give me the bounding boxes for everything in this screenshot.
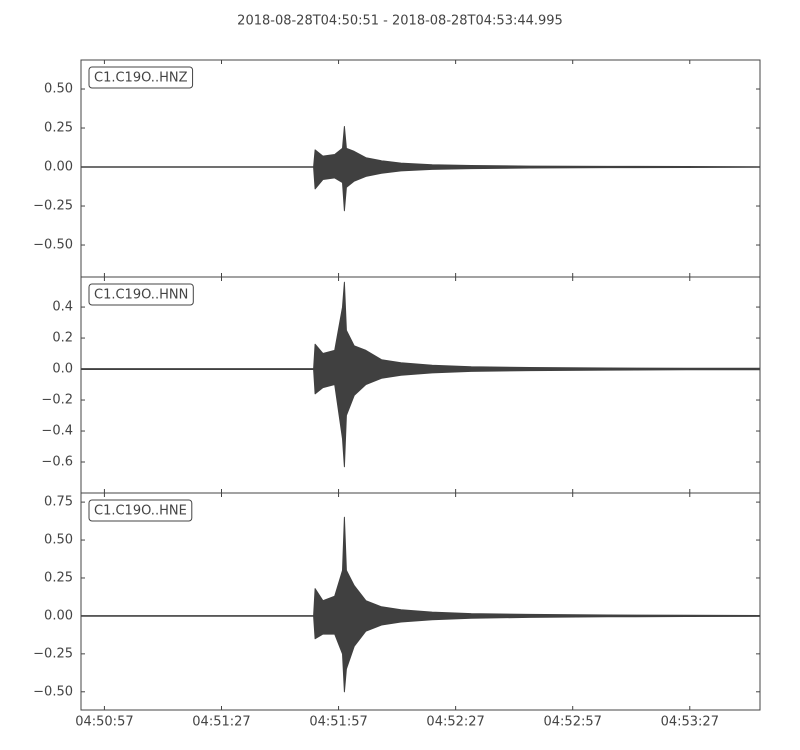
x-tick-label: 04:50:57 — [75, 715, 133, 730]
y-tick-label: 0.4 — [52, 300, 73, 315]
panel-frame — [80, 492, 761, 711]
x-tick-label: 04:52:27 — [426, 715, 484, 730]
y-tick-label: 0.00 — [44, 608, 73, 623]
y-tick-label: 0.2 — [52, 331, 73, 346]
trace-label: C1.C19O..HNN — [94, 288, 188, 303]
y-tick-label: 0.00 — [44, 160, 73, 175]
y-tick-label: −0.25 — [33, 646, 73, 661]
y-tick-label: 0.0 — [52, 362, 73, 377]
y-tick-label: −0.6 — [41, 455, 73, 470]
y-tick-label: −0.50 — [33, 238, 73, 253]
y-tick-label: 0.50 — [44, 82, 73, 97]
x-tick-label: 04:51:27 — [192, 715, 250, 730]
trace-label-box — [88, 499, 193, 522]
y-tick-label: 0.50 — [44, 533, 73, 548]
x-tick-label: 04:53:27 — [661, 715, 719, 730]
trace-label: C1.C19O..HNE — [94, 504, 187, 519]
y-tick-label: 0.25 — [44, 121, 73, 136]
trace-label-box — [88, 283, 194, 306]
y-tick-label: −0.25 — [33, 199, 73, 214]
y-tick-label: −0.50 — [33, 684, 73, 699]
x-tick-label: 04:52:57 — [544, 715, 602, 730]
trace-label: C1.C19O..HNZ — [94, 71, 188, 86]
y-tick-label: 0.25 — [44, 570, 73, 585]
y-tick-label: −0.4 — [41, 424, 73, 439]
chart-title: 2018-08-28T04:50:51 - 2018-08-28T04:53:4… — [237, 14, 563, 29]
x-tick-label: 04:51:57 — [309, 715, 367, 730]
trace-label-box — [88, 66, 194, 89]
y-tick-label: −0.2 — [41, 393, 73, 408]
y-tick-label: 0.75 — [44, 495, 73, 510]
